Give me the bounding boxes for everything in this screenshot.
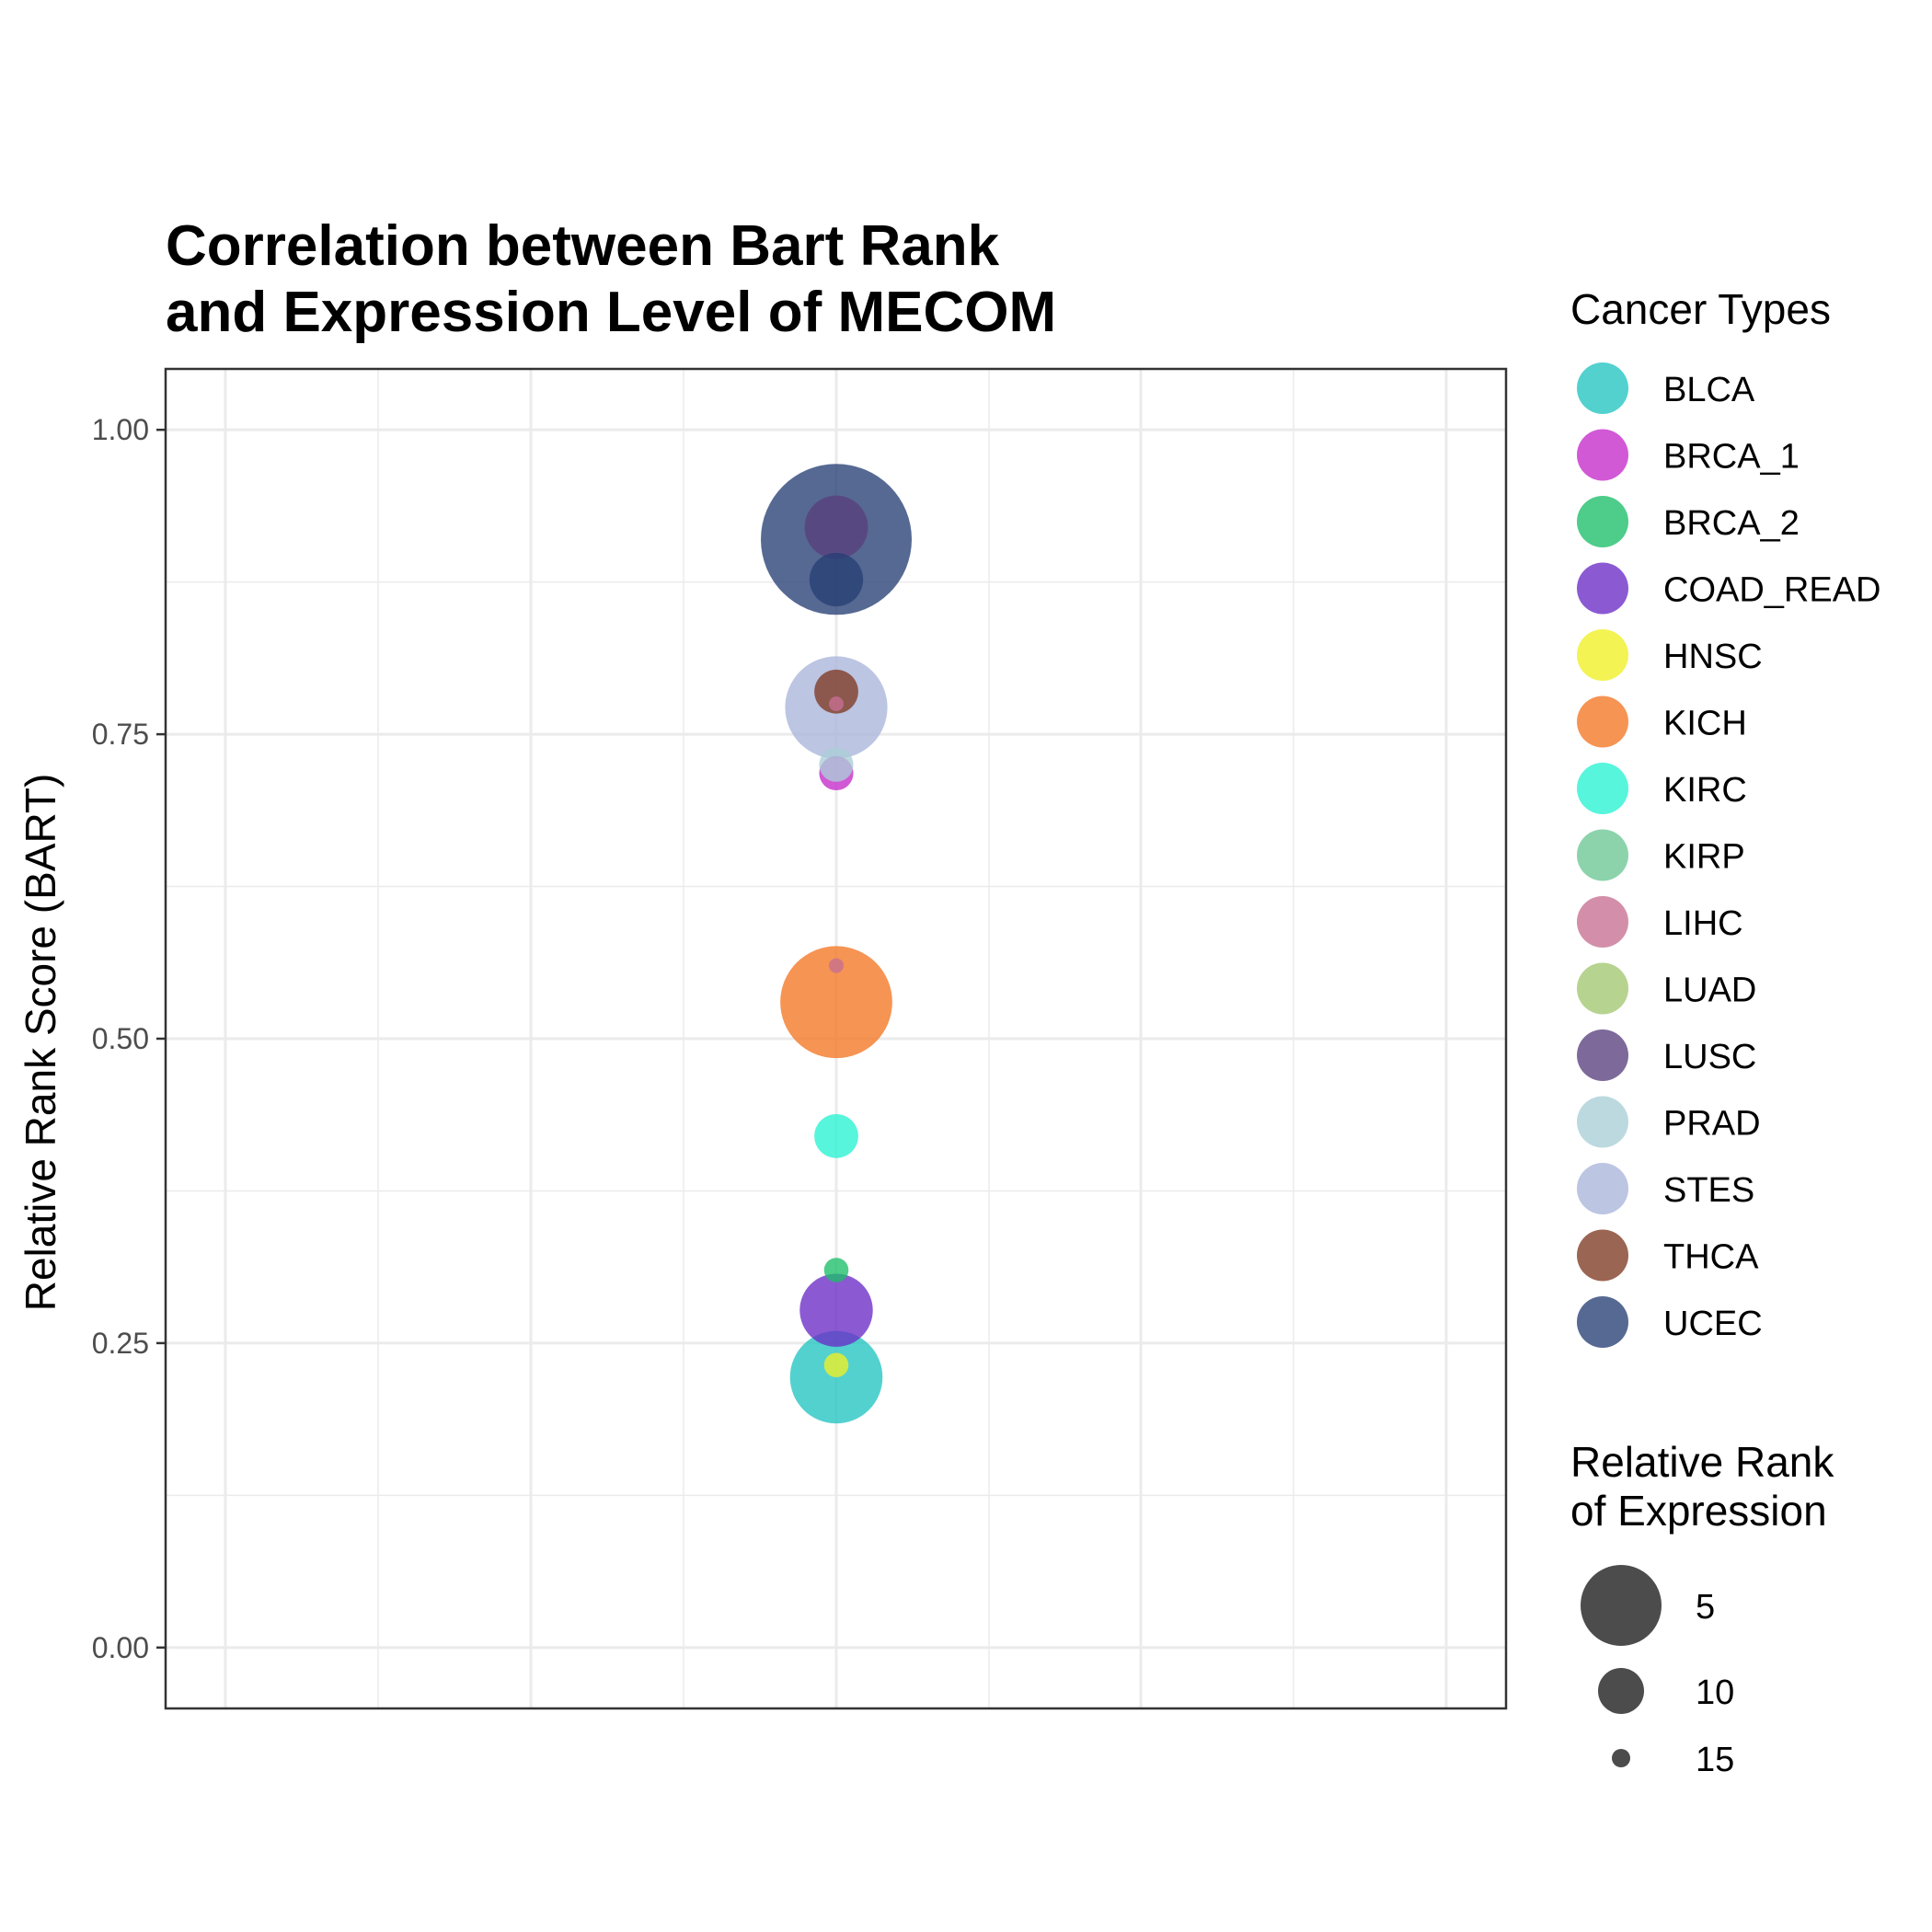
data-point-hnsc	[823, 1352, 849, 1378]
size-legend-swatch	[1598, 1668, 1644, 1714]
legend-item-prad: PRAD	[1577, 1096, 1761, 1148]
size-legend-label: 15	[1696, 1741, 1734, 1779]
data-point-kirc	[814, 1114, 858, 1158]
data-point-brca-2	[823, 1258, 849, 1282]
size-legend-title-line-2: of Expression	[1570, 1487, 1827, 1535]
legend-label: KICH	[1663, 705, 1747, 743]
legend-label: BRCA_1	[1663, 438, 1800, 477]
legend-label: HNSC	[1663, 638, 1763, 676]
legend-item-hnsc: HNSC	[1577, 629, 1763, 681]
legend-swatch	[1577, 562, 1628, 615]
color-legend: BLCA BRCA_1 BRCA_2 COAD_READ HNSC KICH KIRC KIR…	[1577, 362, 1881, 1348]
legend-swatch	[1577, 962, 1628, 1015]
legend-item-thca: THCA	[1577, 1229, 1759, 1282]
legend-item-kich: KICH	[1577, 696, 1747, 748]
legend-swatch	[1577, 429, 1628, 481]
axis-layer: 0.00 0.25 0.50 0.75 1.00	[92, 367, 1508, 1710]
y-tick-label: 0.25	[92, 1327, 149, 1360]
legend-label: KIRP	[1663, 838, 1745, 877]
data-point-lihc	[829, 696, 844, 711]
data-point-kich	[780, 946, 892, 1059]
y-tick-label: 1.00	[92, 413, 149, 446]
legend-item-stes: STES	[1577, 1163, 1754, 1214]
legend-swatch	[1577, 1229, 1628, 1282]
legend-label: STES	[1663, 1171, 1754, 1210]
legend-item-kirp: KIRP	[1577, 829, 1745, 881]
legend-label: BRCA_2	[1663, 504, 1800, 543]
data-point-ucec	[809, 552, 864, 607]
legend-item-ucec: UCEC	[1577, 1296, 1763, 1348]
legend-label: BLCA	[1663, 371, 1755, 409]
color-legend-title: Cancer Types	[1570, 285, 1831, 333]
legend-label: THCA	[1663, 1238, 1759, 1277]
legend-swatch	[1577, 829, 1628, 881]
legend-label: COAD_READ	[1663, 571, 1881, 610]
legend-swatch	[1577, 1163, 1628, 1214]
legend-item-lihc: LIHC	[1577, 896, 1743, 948]
points-layer	[761, 464, 912, 1424]
legend-item-brca-1: BRCA_1	[1577, 429, 1800, 481]
size-legend: 5 10 15	[1581, 1565, 1734, 1779]
legend-swatch	[1577, 362, 1628, 414]
legend-label: PRAD	[1663, 1105, 1761, 1144]
legend-swatch	[1577, 763, 1628, 814]
legend-item-blca: BLCA	[1577, 362, 1755, 414]
size-legend-swatch	[1581, 1565, 1662, 1646]
chart-title-line-1: Correlation between Bart Rank	[166, 214, 1000, 278]
y-tick-label: 0.75	[92, 718, 149, 751]
legend-swatch	[1577, 1029, 1628, 1081]
legend-label: UCEC	[1663, 1305, 1763, 1343]
legend-item-brca-2: BRCA_2	[1577, 496, 1800, 547]
size-legend-item-15: 15	[1612, 1741, 1734, 1779]
legend-swatch	[1577, 629, 1628, 681]
size-legend-item-10: 10	[1598, 1668, 1734, 1714]
y-tick-label: 0.50	[92, 1022, 149, 1055]
size-legend-label: 10	[1696, 1673, 1734, 1712]
data-point-coad-read	[799, 1273, 873, 1347]
legend-label: KIRC	[1663, 771, 1747, 810]
legend-swatch	[1577, 896, 1628, 948]
legend-label: LIHC	[1663, 904, 1743, 943]
size-legend-item-5: 5	[1581, 1565, 1715, 1646]
data-point-thca	[814, 669, 858, 714]
legend-swatch	[1577, 1096, 1628, 1148]
y-axis-title: Relative Rank Score (BART)	[17, 774, 64, 1312]
legend-label: LUSC	[1663, 1038, 1756, 1076]
data-point-lusc	[804, 495, 868, 559]
data-point-prad	[819, 747, 854, 782]
legend-label: LUAD	[1663, 972, 1756, 1010]
legend-swatch	[1577, 496, 1628, 547]
legend-item-kirc: KIRC	[1577, 763, 1747, 814]
legend-item-coad-read: COAD_READ	[1577, 562, 1881, 615]
legend-swatch	[1577, 1296, 1628, 1348]
y-tick-label: 0.00	[92, 1631, 149, 1664]
legend-swatch	[1577, 696, 1628, 748]
size-legend-swatch	[1612, 1749, 1630, 1767]
data-point-lihc	[829, 958, 844, 973]
chart-title-line-2: and Expression Level of MECOM	[166, 281, 1056, 344]
size-legend-title-line-1: Relative Rank	[1570, 1438, 1834, 1486]
legend-item-lusc: LUSC	[1577, 1029, 1756, 1081]
size-legend-label: 5	[1696, 1588, 1715, 1627]
legend-item-luad: LUAD	[1577, 962, 1756, 1015]
